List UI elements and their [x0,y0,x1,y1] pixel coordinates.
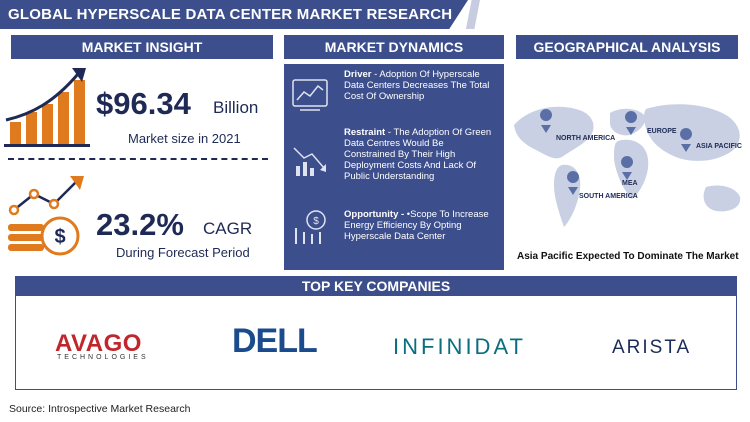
opportunity-text: Opportunity - •Scope To Increase Energy … [344,209,494,242]
source-note: Source: Introspective Market Research [9,403,191,415]
cagr-value: 23.2% [96,207,184,242]
market-size-caption: Market size in 2021 [128,131,241,146]
region-europe: EUROPE [647,128,677,135]
restraint-description: - The Adoption Of Green Data Centres Wou… [344,127,492,182]
arista-logo: ARISTA [612,337,692,358]
infinidat-logo: INFINIDAT [393,334,526,359]
svg-text:$: $ [54,226,65,248]
market-dynamics-heading: MARKET DYNAMICS [284,35,504,59]
report-title: GLOBAL HYPERSCALE DATA CENTER MARKET RES… [0,0,468,29]
opportunity-icon: $ [295,210,326,244]
geographical-analysis-heading: GEOGRAPHICAL ANALYSIS [516,35,738,59]
restraint-icon [293,147,326,176]
avago-logo: AVAGO [55,330,142,357]
driver-icon [292,79,328,111]
driver-text: Driver - Adoption Of Hyperscale Data Cen… [344,69,494,102]
restraint-label: Restraint [344,127,386,138]
cagr-label: CAGR [203,219,253,238]
region-mea: MEA [622,180,638,187]
title-stripe [466,0,480,29]
market-dynamics-panel: Driver - Adoption Of Hyperscale Data Cen… [284,64,504,270]
market-size-unit: Billion [213,98,259,117]
region-asia-pacific: ASIA PACIFIC [696,143,742,150]
opportunity-description: •Scope To Increase Energy Efficiency By … [344,209,489,242]
coin-growth-icon: $ [8,176,84,256]
top-companies-heading: TOP KEY COMPANIES [15,276,737,296]
region-north-america: NORTH AMERICA [556,135,616,142]
dell-logo: DELL [232,322,318,360]
driver-label: Driver [344,69,372,80]
avago-logo-subtitle: TECHNOLOGIES [57,354,149,361]
cagr-caption: During Forecast Period [116,245,250,260]
divider [8,158,268,160]
market-insight-heading: MARKET INSIGHT [11,35,273,59]
restraint-text: Restraint - The Adoption Of Green Data C… [344,127,494,182]
geo-caption: Asia Pacific Expected To Dominate The Ma… [517,251,739,262]
growth-chart-icon [4,68,90,147]
world-map [514,104,741,227]
top-companies-box [15,296,737,390]
svg-text:$: $ [313,216,319,227]
driver-description: - Adoption Of Hyperscale Data Centers De… [344,69,490,102]
opportunity-label: Opportunity - [344,209,405,220]
market-size-value: $96.34 [96,86,191,121]
region-south-america: SOUTH AMERICA [579,193,638,200]
